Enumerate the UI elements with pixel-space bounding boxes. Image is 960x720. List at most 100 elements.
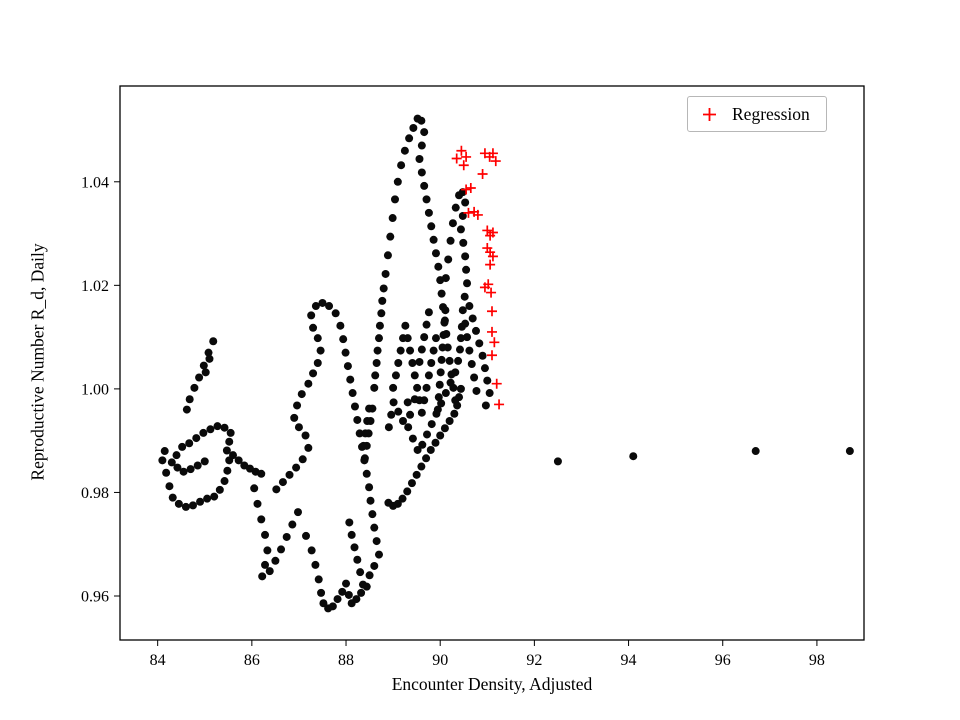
data-point [193,461,202,470]
data-point [459,238,468,247]
data-point [192,434,201,443]
data-point [172,451,181,460]
regression-point [487,350,497,361]
data-point [410,371,419,380]
data-point [381,269,390,278]
x-axis-label: Encounter Density, Adjusted [391,674,593,694]
data-point [441,389,450,398]
data-point [290,413,299,422]
data-point [199,428,208,437]
data-point [179,467,188,476]
data-point [454,356,463,365]
regression-point [486,287,497,298]
data-point [277,545,286,554]
data-point [165,482,174,491]
data-point [629,452,638,461]
data-point [325,302,334,311]
data-point [420,181,429,190]
data-point [412,470,421,479]
data-point [344,590,353,599]
data-point [424,371,433,380]
data-point [168,493,177,502]
data-point [456,384,465,393]
data-point [319,599,328,608]
data-point [225,437,234,446]
regression-point [487,306,497,317]
regression-point [461,151,472,162]
data-point [345,518,354,527]
data-point [406,410,415,419]
data-point [406,346,415,355]
data-point [204,348,213,357]
data-point [331,309,340,318]
data-point [328,602,337,611]
data-point [470,373,479,382]
data-point [437,289,446,298]
data-point [480,364,489,373]
data-point [403,398,412,407]
data-point [257,469,266,478]
data-point [222,446,231,455]
data-point [304,379,313,388]
data-point [472,386,481,395]
data-point [372,359,381,367]
data-point [360,454,369,463]
data-point [318,298,327,307]
data-point [420,333,429,342]
data-point [457,322,466,331]
y-tick-label: 0.96 [81,588,109,605]
data-point [451,396,460,405]
data-point [314,575,323,584]
data-point [359,441,368,450]
data-point [427,420,436,429]
data-point [441,274,450,283]
data-point [434,393,443,402]
x-tick-label: 92 [526,652,542,669]
y-tick-label: 1.02 [81,278,109,295]
data-point [229,451,238,460]
data-point [213,422,222,431]
data-point [384,423,393,432]
data-point [365,571,374,580]
data-point [288,520,297,529]
x-tick-label: 98 [809,652,825,669]
data-point [446,378,455,387]
data-point [751,447,760,456]
data-point [434,262,443,271]
data-point [451,203,460,212]
data-point [373,346,382,355]
data-point [278,478,287,487]
data-point [417,462,426,471]
data-point [417,168,426,177]
x-tick-label: 94 [621,652,637,669]
x-tick-label: 90 [432,652,448,669]
data-point [461,198,470,207]
data-point [348,389,357,398]
data-point [186,465,195,474]
data-point [365,483,374,492]
data-point [451,368,460,377]
data-point [475,339,484,348]
data-point [423,430,432,439]
data-point [368,510,377,519]
data-point [226,428,235,437]
data-point [403,334,412,343]
data-point [440,424,449,433]
data-point [481,401,490,410]
data-point [431,438,440,447]
data-point [375,321,384,330]
regression-point [491,378,502,389]
regression-point [487,227,498,238]
data-point [389,398,398,407]
data-point [181,502,190,511]
y-tick-label: 0.98 [81,485,109,502]
data-point [436,368,445,377]
data-point [388,214,397,223]
data-point [313,359,322,367]
data-point [307,546,316,555]
data-point [195,373,204,382]
y-tick-label: 1.04 [81,174,109,191]
data-point [339,335,348,344]
data-point [471,326,480,335]
data-point [394,359,403,367]
